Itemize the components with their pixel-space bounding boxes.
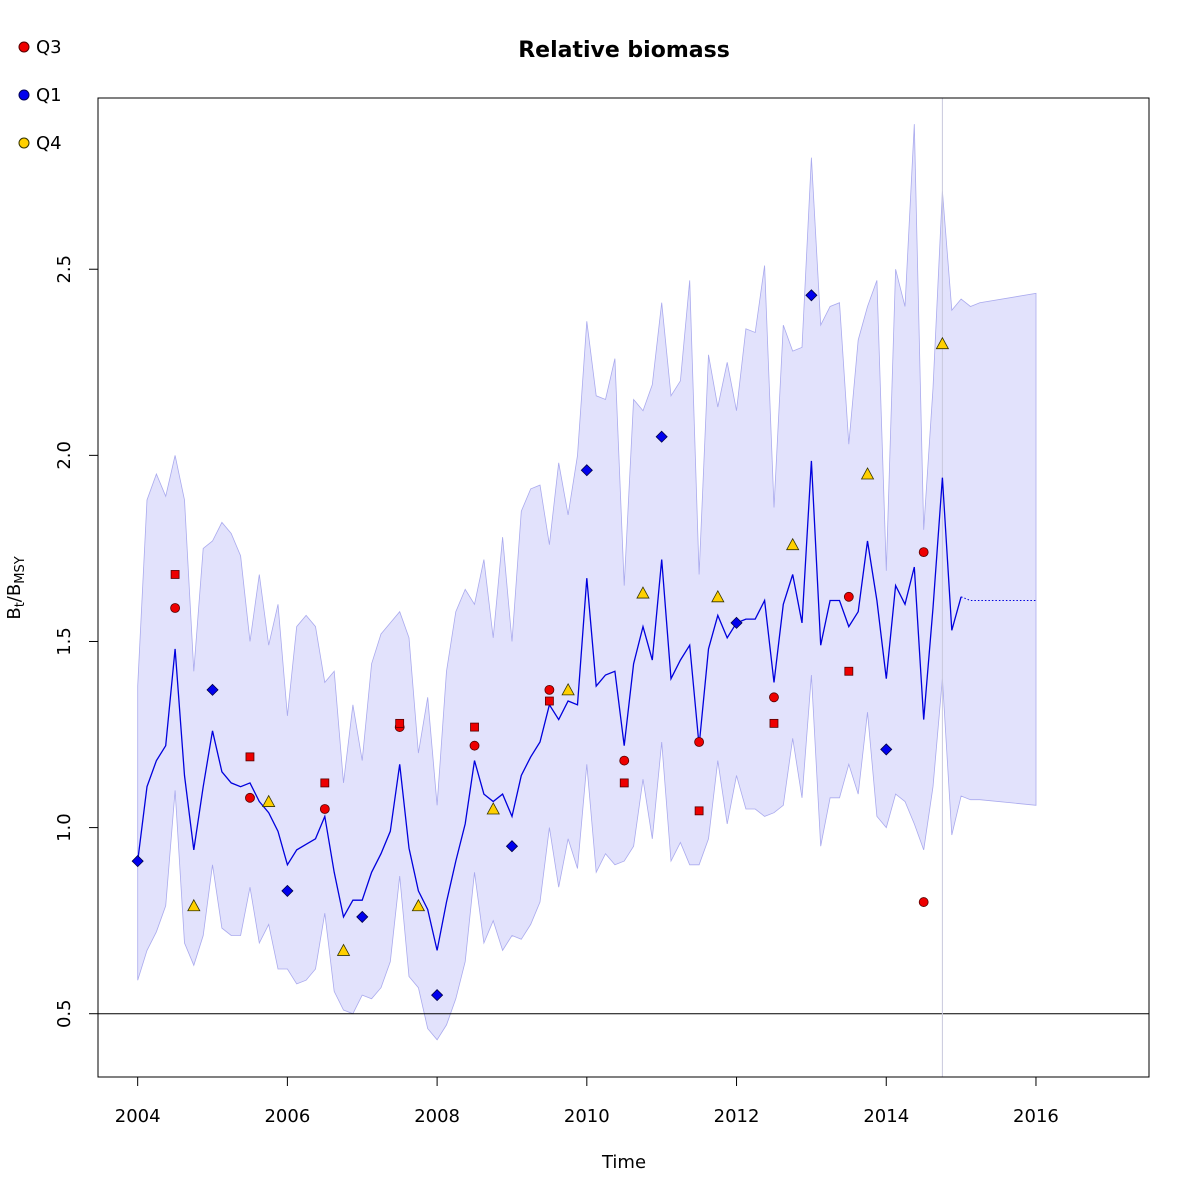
forecast-line	[960, 596, 1036, 601]
point-q3-square	[844, 666, 854, 676]
point-q3-square	[245, 752, 255, 762]
point-q3-square	[544, 696, 554, 706]
legend: Q3 Q1 Q4	[18, 37, 62, 154]
point-q4-triangle	[262, 794, 276, 807]
point-q1-diamond	[880, 743, 893, 756]
point-q3-circle	[918, 547, 929, 558]
y-tick-label: 1.0	[54, 813, 75, 842]
point-q3-circle	[619, 755, 630, 766]
point-q1-diamond	[131, 855, 144, 868]
point-q4-triangle	[411, 898, 426, 912]
x-axis-label: Time	[601, 1152, 646, 1173]
plot-area	[98, 98, 1149, 1077]
point-q3-circle	[245, 792, 255, 803]
x-tick-label: 2008	[414, 1106, 460, 1127]
y-axis: 0.5 1.0 1.5 2.0 2.5	[54, 255, 98, 1028]
legend-item-q4: Q4	[18, 133, 62, 154]
point-q3-square	[769, 718, 779, 728]
point-q1-diamond	[505, 840, 519, 853]
point-q3-circle	[769, 692, 779, 703]
point-q3-square	[619, 778, 629, 788]
x-tick-label: 2006	[264, 1106, 310, 1127]
point-q4-triangle	[786, 537, 800, 551]
point-q4-triangle	[561, 683, 575, 696]
point-q4-triangle	[711, 589, 725, 603]
chart-title: Relative biomass	[518, 38, 730, 63]
point-q3-circle	[694, 737, 705, 747]
y-tick-label: 0.5	[54, 999, 75, 1028]
y-tick-label: 2.0	[54, 441, 75, 470]
legend-label-q3: Q3	[36, 37, 62, 58]
y-tick-label: 2.5	[54, 255, 75, 284]
x-axis: 2004 2006 2008 2010 2012 2014 2016	[115, 1076, 1059, 1127]
x-tick-label: 2004	[115, 1106, 161, 1127]
point-q1-diamond	[730, 616, 743, 629]
point-q3-circle	[469, 740, 480, 751]
point-q3-circle	[918, 897, 929, 907]
point-q3-square	[694, 806, 704, 816]
point-q3-circle	[843, 591, 854, 602]
point-q3-square	[170, 570, 180, 579]
point-q3-square	[320, 778, 330, 788]
point-q3-square	[470, 722, 479, 732]
point-q4-triangle	[860, 467, 875, 480]
legend-marker-q4	[18, 137, 30, 149]
point-q3-circle	[544, 684, 555, 695]
point-q3-circle	[319, 804, 330, 814]
legend-label-q1: Q1	[36, 85, 62, 106]
point-q1-diamond	[655, 430, 668, 443]
point-q3-square	[395, 718, 405, 728]
point-q1-diamond	[281, 884, 294, 897]
x-tick-label: 2010	[564, 1106, 610, 1127]
legend-item-q3: Q3	[18, 37, 62, 58]
legend-marker-q3	[18, 41, 30, 53]
legend-label-q4: Q4	[36, 133, 62, 154]
point-q1-diamond	[206, 683, 219, 696]
point-q4-triangle	[486, 802, 500, 815]
point-q3-circle	[170, 603, 181, 613]
point-q1-diamond	[356, 910, 369, 924]
point-q1-diamond	[805, 289, 818, 302]
x-tick-label: 2012	[714, 1106, 760, 1127]
x-tick-label: 2014	[863, 1106, 909, 1127]
x-tick-label: 2016	[1013, 1106, 1059, 1127]
legend-marker-q1	[18, 89, 30, 101]
point-q4-triangle	[935, 336, 950, 350]
point-q1-diamond	[431, 989, 444, 1002]
legend-item-q1: Q1	[18, 85, 62, 106]
point-q1-diamond	[580, 464, 593, 477]
point-q4-triangle	[336, 943, 351, 956]
point-q4-triangle	[636, 586, 650, 599]
point-q4-triangle	[187, 898, 201, 912]
y-axis-label: Bt/BMSY	[4, 556, 28, 619]
y-tick-label: 1.5	[54, 627, 75, 656]
